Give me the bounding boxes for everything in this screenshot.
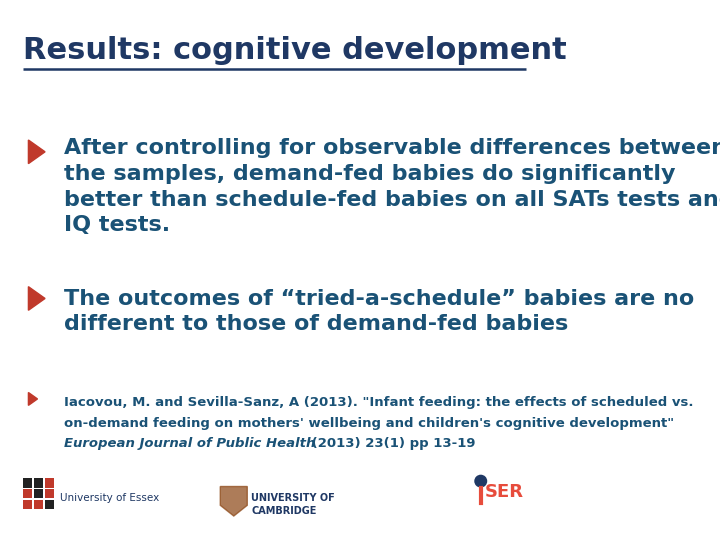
Text: European Journal of Public Health: European Journal of Public Health <box>63 437 315 450</box>
Bar <box>23 478 32 488</box>
Polygon shape <box>28 140 45 164</box>
Bar <box>34 489 43 498</box>
Bar <box>45 478 54 488</box>
Polygon shape <box>220 487 247 516</box>
Text: (2013) 23(1) pp 13-19: (2013) 23(1) pp 13-19 <box>307 437 475 450</box>
Text: on-demand feeding on mothers' wellbeing and children's cognitive development": on-demand feeding on mothers' wellbeing … <box>63 417 674 430</box>
Text: The outcomes of “tried-a-schedule” babies are no
different to those of demand-fe: The outcomes of “tried-a-schedule” babie… <box>63 289 694 334</box>
Text: Results: cognitive development: Results: cognitive development <box>23 36 567 65</box>
Bar <box>45 489 54 498</box>
Text: European Journal of Public Health: European Journal of Public Health <box>63 437 315 450</box>
Text: Iacovou, M. and Sevilla-Sanz, A (2013). "Infant feeding: the effects of schedule: Iacovou, M. and Sevilla-Sanz, A (2013). … <box>63 396 693 409</box>
Bar <box>23 489 32 498</box>
Polygon shape <box>28 393 37 406</box>
Text: UNIVERSITY OF
CAMBRIDGE: UNIVERSITY OF CAMBRIDGE <box>251 494 335 516</box>
Bar <box>45 500 54 509</box>
Bar <box>34 478 43 488</box>
Polygon shape <box>28 287 45 310</box>
Bar <box>34 500 43 509</box>
Text: University of Essex: University of Essex <box>60 494 159 503</box>
Bar <box>23 500 32 509</box>
Text: After controlling for observable differences between
the samples, demand-fed bab: After controlling for observable differe… <box>63 138 720 235</box>
Circle shape <box>474 475 487 488</box>
Text: SER: SER <box>485 483 524 501</box>
